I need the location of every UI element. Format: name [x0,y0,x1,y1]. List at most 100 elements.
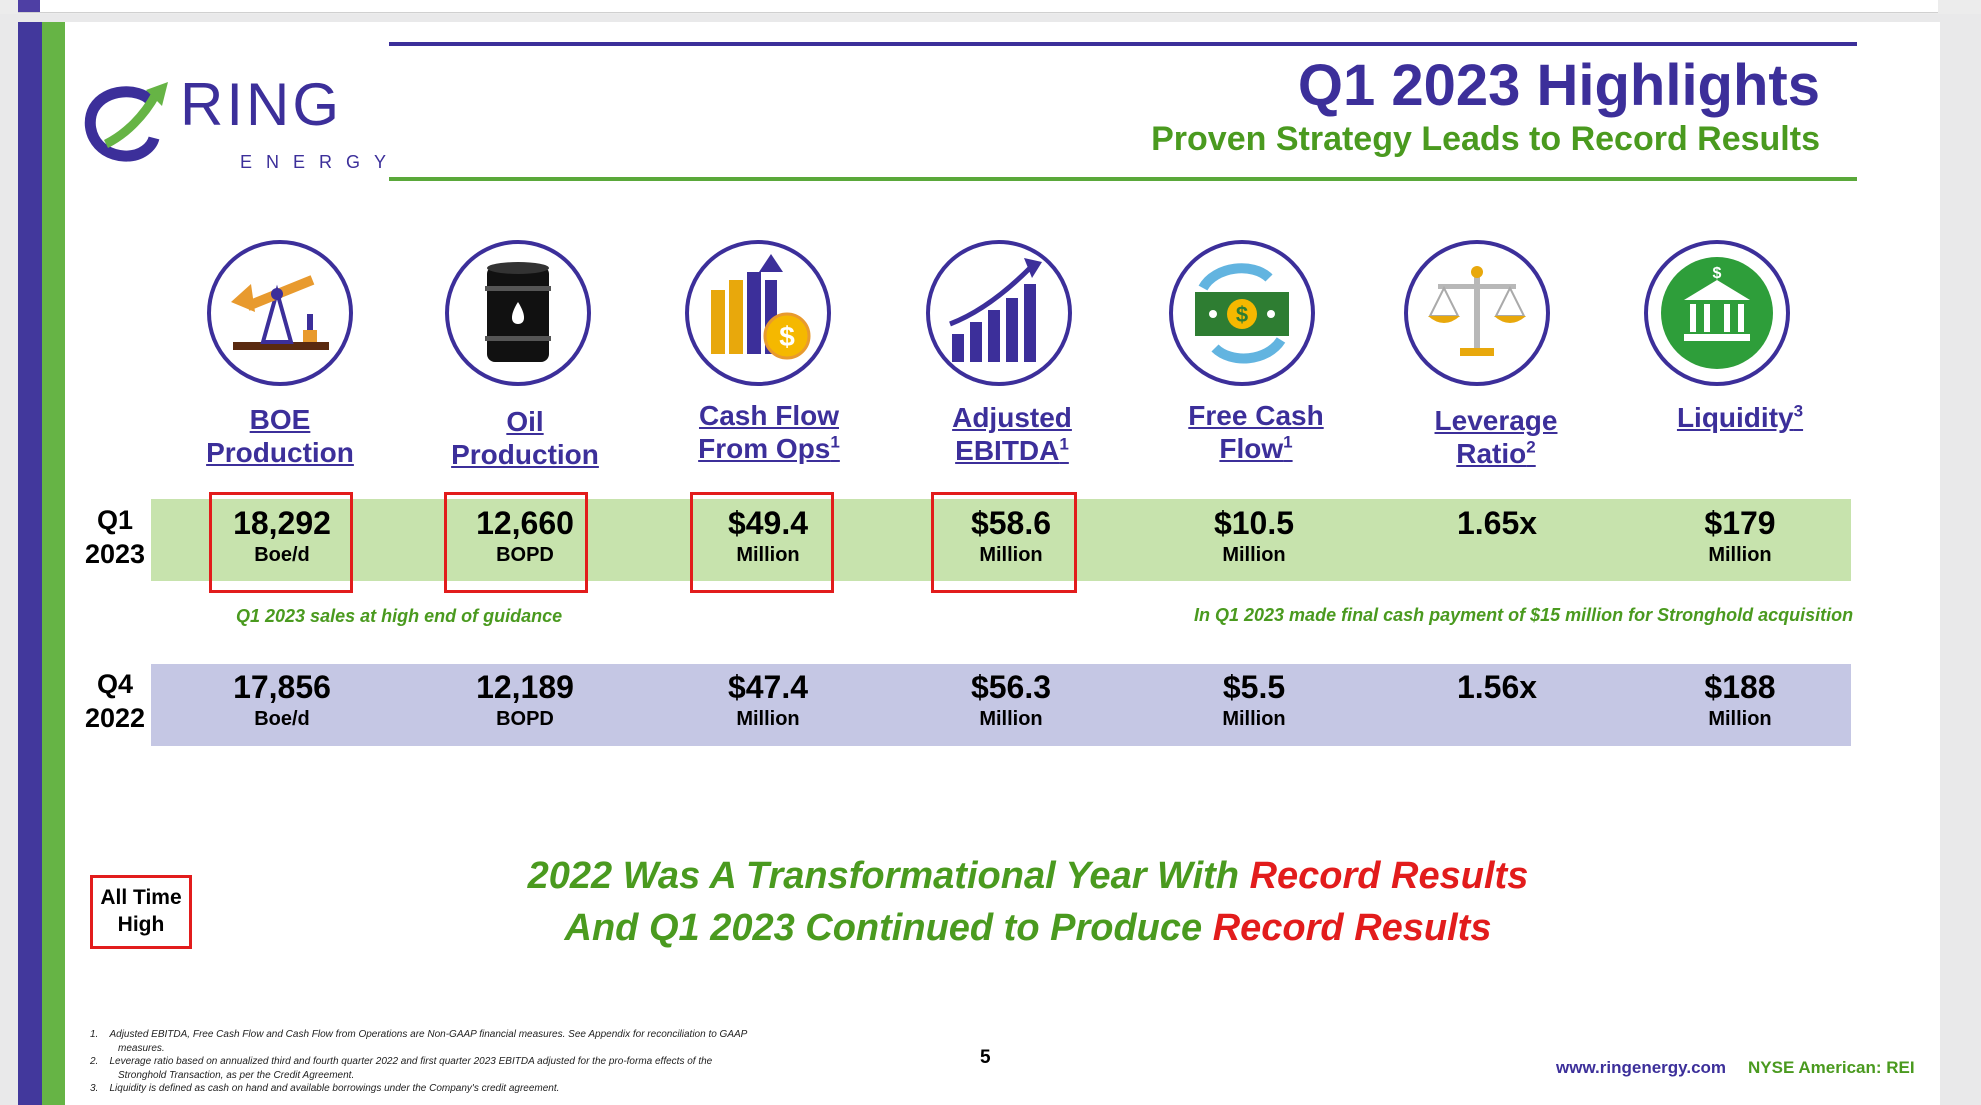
q1-cell-ebitda: $58.6 Million [901,505,1121,569]
metric-line: BOE [249,404,311,435]
cell-value: 1.65x [1456,505,1538,541]
all-time-high-legend: All Time High [90,875,192,949]
cash-cycle-icon: $ [1169,240,1315,386]
q1-cell-liquidity: $179 Million [1630,505,1850,569]
oil-pumpjack-icon [207,240,353,386]
footnote-item: 1. Adjusted EBITDA, Free Cash Flow and C… [90,1028,750,1055]
metric-line: Liquidity [1676,402,1794,433]
bar-chart-dollar-icon: $ [685,240,831,386]
footnote-text: Leverage ratio based on annualized third… [109,1056,713,1081]
metric-line: Adjusted [952,402,1072,433]
record-box-oil [444,492,588,593]
logo-swirl-icon [84,82,168,162]
page-subtitle: Proven Strategy Leads to Record Results [1151,120,1820,158]
row-label-q4-2022: Q4 2022 [80,668,150,736]
metric-boe-production: BOE Production [170,403,390,469]
cell-value: $56.3 [970,669,1052,705]
cell-value: 17,856 [233,669,331,705]
metric-line: Oil [506,406,544,437]
q1-cell-free-cash-flow: $10.5 Million [1144,505,1364,569]
record-box-boe [209,492,353,593]
headline-green-text: And Q1 2023 Continued to Produce [564,907,1213,949]
row-label-quarter: Q1 [96,505,134,535]
cell-value: $49.4 [727,505,809,541]
cell-value: $58.6 [970,505,1052,541]
note-stronghold: In Q1 2023 made final cash payment of $1… [1194,605,1854,625]
q1-2023-band [151,499,1851,581]
q4-cell-free-cash-flow: $5.5 Million [1144,669,1364,733]
q1-cell-leverage: 1.65x [1387,505,1607,541]
legend-line: All Time [100,886,182,909]
footnote-text: Adjusted EBITDA, Free Cash Flow and Cash… [109,1029,747,1054]
headline-red-text: Record Results [1249,855,1529,897]
metric-liquidity: Liquidity3 [1630,401,1850,434]
cell-unit: BOPD [496,544,554,567]
q1-cell-boe: 18,292 Boe/d [172,505,392,569]
cell-value: $5.5 [1222,669,1286,705]
cell-value: 18,292 [233,505,331,541]
previous-slide-bar [18,0,40,12]
row-label-quarter: Q4 [96,669,134,699]
row-label-year: 2023 [84,538,146,569]
footnote-ref: 2 [1526,437,1536,457]
metric-adjusted-ebitda: Adjusted EBITDA1 [902,401,1122,467]
metric-free-cash-flow: Free Cash Flow1 [1146,399,1366,465]
q4-cell-oil: 12,189 BOPD [415,669,635,733]
note-guidance: Q1 2023 sales at high end of guidance [236,606,563,626]
metric-cash-flow-from-ops: Cash Flow From Ops1 [659,399,879,465]
q4-2022-band [151,664,1851,746]
row-label-year: 2022 [84,702,146,733]
svg-text:$: $ [779,321,795,352]
cell-value: $188 [1704,669,1776,705]
legend-line: High [117,913,165,937]
cell-unit: BOPD [496,708,554,731]
header-rule-bottom [389,177,1857,181]
page-title: Q1 2023 Highlights [1297,53,1820,118]
cell-unit: Million [1708,544,1772,567]
website-link[interactable]: www.ringenergy.com [1556,1058,1727,1077]
footnotes: 1. Adjusted EBITDA, Free Cash Flow and C… [90,1028,750,1096]
footnote-number: 2. [90,1056,99,1067]
page-number: 5 [980,1047,991,1068]
headline-green-text: 2022 Was A Transformational Year With [527,855,1250,897]
oil-barrel-icon [445,240,591,386]
growth-chart-icon [926,240,1072,386]
logo-wordmark: RING [180,71,342,138]
cell-value: 12,189 [476,669,574,705]
footnote-ref: 3 [1793,401,1804,421]
previous-slide-strip [0,0,1981,14]
footnote-ref: 1 [830,432,840,452]
cell-value: 1.56x [1456,669,1538,705]
footnote-number: 1. [90,1029,99,1040]
row-label-q1-2023: Q1 2023 [80,504,150,572]
cell-unit: Million [1708,708,1772,731]
q4-cell-cash-flow: $47.4 Million [658,669,878,733]
cell-unit: Million [1222,708,1286,731]
footnote-ref: 1 [1059,434,1069,454]
accent-bar-purple [18,22,42,1105]
svg-text:$: $ [1713,265,1722,282]
footnote-item: 3. Liquidity is defined as cash on hand … [90,1082,750,1096]
q4-cell-leverage: 1.56x [1387,669,1607,705]
headline-red-text: Record Results [1212,907,1492,949]
cell-value: 12,660 [476,505,574,541]
q4-cell-boe: 17,856 Boe/d [172,669,392,733]
cell-value: $47.4 [727,669,809,705]
cell-unit: Million [979,544,1043,567]
exchange-ticker: NYSE American: REI [1748,1058,1915,1077]
balance-scale-icon [1404,240,1550,386]
record-box-ebitda [931,492,1077,593]
metric-line: From Ops [698,433,831,465]
cell-unit: Boe/d [254,544,310,567]
cell-unit: Million [1222,544,1286,567]
metric-line: Ratio [1456,438,1527,470]
metric-oil-production: Oil Production [415,405,635,471]
metric-line: EBITDA [955,435,1060,467]
cell-unit: Boe/d [254,708,310,731]
footnote-ref: 1 [1283,432,1293,452]
q4-cell-liquidity: $188 Million [1630,669,1850,733]
cell-unit: Million [736,544,800,567]
q1-cell-cash-flow: $49.4 Million [658,505,878,569]
q1-cell-oil: 12,660 BOPD [415,505,635,569]
cell-unit: Million [736,708,800,731]
